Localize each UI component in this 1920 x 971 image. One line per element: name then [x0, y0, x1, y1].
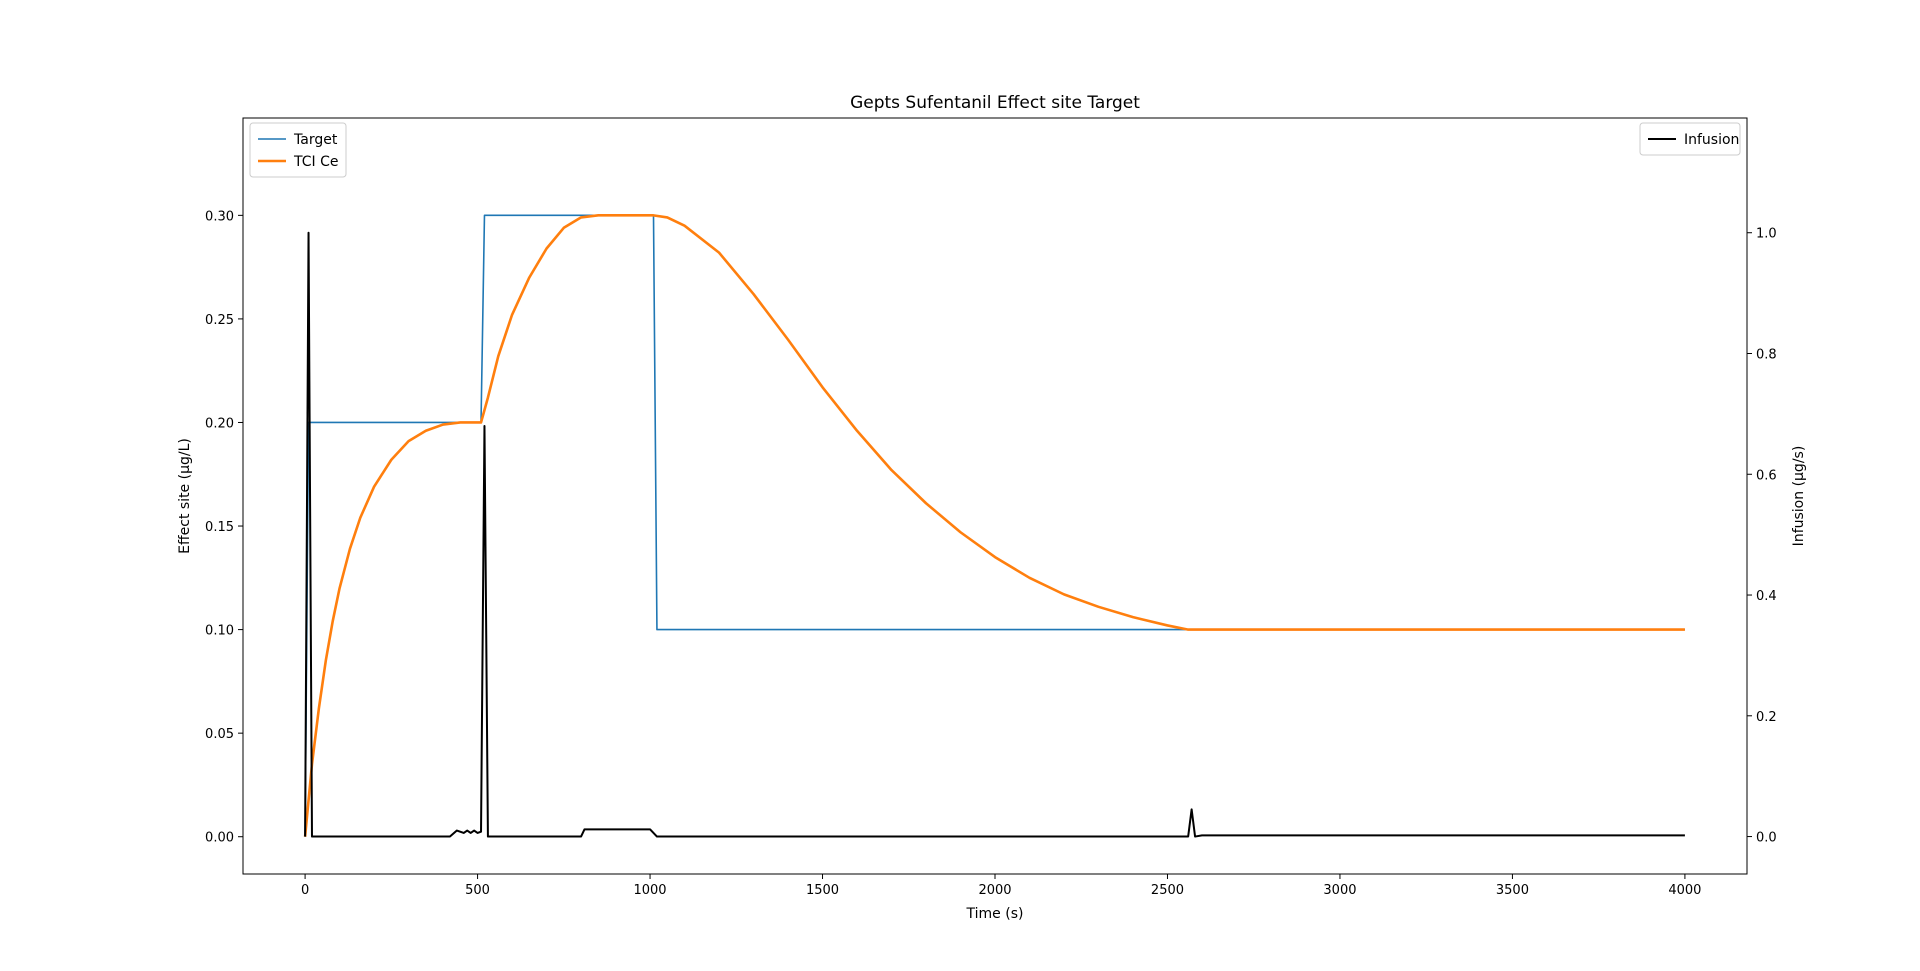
- y-axis-left: 0.00 0.05 0.10 0.15 0.20 0.25 0.30: [205, 209, 243, 846]
- series-line-target: [304, 214, 1685, 837]
- y-right-tick-label: 0.8: [1756, 347, 1777, 362]
- y-right-tick-label: 1.0: [1756, 227, 1777, 242]
- legend-label-target: Target: [293, 132, 338, 148]
- x-tick-label: 4000: [1668, 883, 1701, 898]
- x-tick-label: 500: [465, 883, 490, 898]
- x-tick-label: 0: [301, 883, 309, 898]
- legend-box: [249, 122, 347, 178]
- series-line-tci-ce: [303, 214, 1685, 837]
- y-right-tick-label: 0.4: [1756, 589, 1777, 604]
- y-right-tick-label: 0.0: [1756, 831, 1777, 846]
- y-axis-right: 0.0 0.2 0.4 0.6 0.8 1.0: [1747, 227, 1777, 846]
- y-left-tick-label: 0.15: [205, 520, 234, 535]
- y-right-tick-label: 0.6: [1756, 468, 1777, 483]
- y-left-tick-label: 0.10: [205, 624, 234, 639]
- legend-right: Infusion: [1639, 122, 1741, 156]
- legend-box: [1639, 122, 1741, 156]
- legend-label-tci-ce: TCI Ce: [293, 154, 338, 170]
- x-tick-label: 1500: [806, 883, 839, 898]
- x-axis-title: Time (s): [966, 906, 1024, 922]
- legend-label-infusion: Infusion: [1684, 132, 1739, 148]
- x-tick-label: 3000: [1323, 883, 1356, 898]
- chart-title: Gepts Sufentanil Effect site Target: [850, 93, 1140, 113]
- y-left-tick-label: 0.20: [205, 416, 234, 431]
- x-axis: 0 500 1000 1500 2000 2500 3000 3500 4000: [301, 874, 1701, 898]
- y-right-tick-label: 0.2: [1756, 710, 1777, 725]
- x-tick-label: 2000: [978, 883, 1011, 898]
- y-left-tick-label: 0.05: [205, 727, 234, 742]
- plot-lines: [303, 214, 1685, 838]
- x-tick-label: 2500: [1151, 883, 1184, 898]
- y-axis-left-title: Effect site (µg/L): [177, 438, 193, 554]
- y-left-tick-label: 0.00: [205, 831, 234, 846]
- x-tick-label: 3500: [1496, 883, 1529, 898]
- y-left-tick-label: 0.25: [205, 313, 234, 328]
- x-tick-label: 1000: [633, 883, 666, 898]
- y-left-tick-label: 0.30: [205, 209, 234, 224]
- series-line-infusion: [304, 231, 1685, 838]
- legend-left: Target TCI Ce: [249, 122, 347, 178]
- y-axis-right-title: Infusion (µg/s): [1791, 446, 1807, 547]
